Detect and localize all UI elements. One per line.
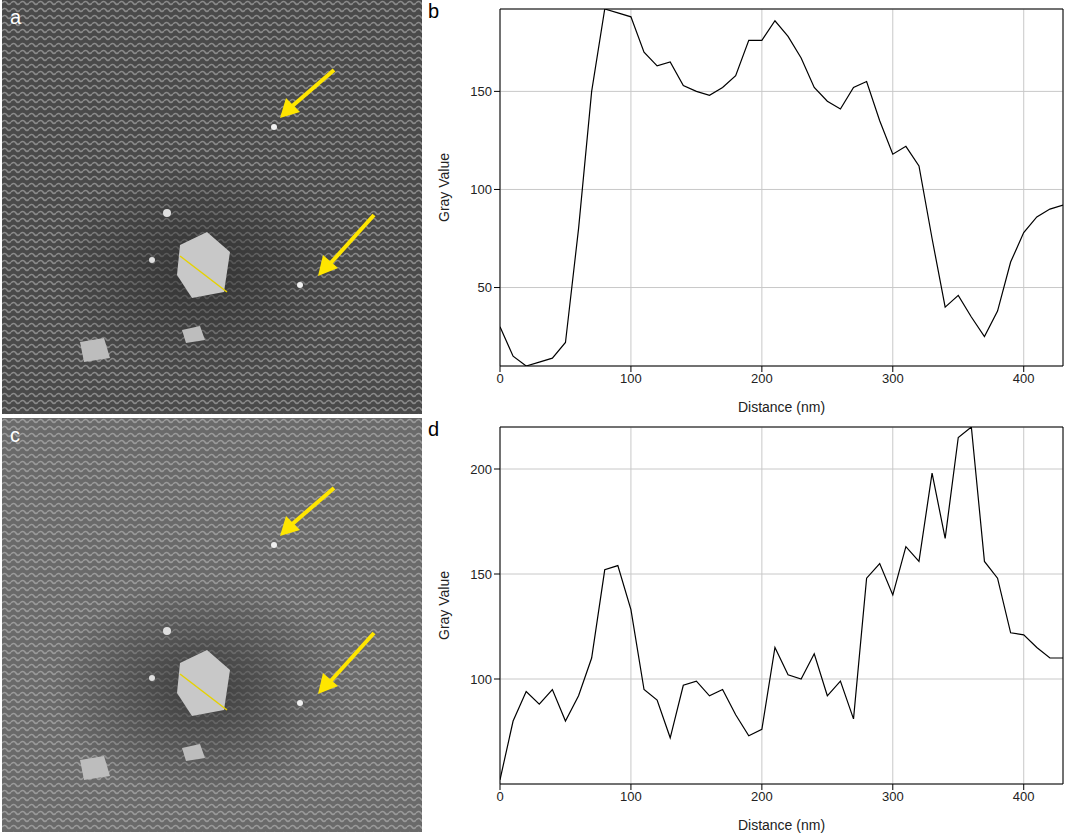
svg-text:400: 400	[1013, 789, 1035, 804]
html-text:a: a	[10, 6, 22, 28]
svg-text:150: 150	[470, 84, 492, 99]
svg-text:200: 200	[751, 371, 773, 386]
svg-text:100: 100	[620, 789, 642, 804]
html-text:d: d	[428, 418, 440, 440]
svg-text:400: 400	[1013, 371, 1035, 386]
svg-text:0: 0	[496, 789, 503, 804]
svg-text:Gray Value: Gray Value	[436, 153, 452, 222]
svg-text:Distance (nm): Distance (nm)	[738, 817, 825, 833]
svg-text:200: 200	[751, 789, 773, 804]
svg-text:300: 300	[882, 371, 904, 386]
svg-text:50: 50	[478, 280, 492, 295]
svg-text:0: 0	[496, 371, 503, 386]
html-text:c: c	[10, 424, 20, 446]
svg-text:100: 100	[470, 182, 492, 197]
html-text:b: b	[428, 0, 440, 22]
svg-text:200: 200	[470, 462, 492, 477]
svg-text:Gray Value: Gray Value	[436, 571, 452, 640]
svg-text:Distance (nm): Distance (nm)	[738, 399, 825, 415]
svg-text:100: 100	[620, 371, 642, 386]
svg-text:100: 100	[470, 672, 492, 687]
svg-text:150: 150	[470, 567, 492, 582]
svg-text:300: 300	[882, 789, 904, 804]
